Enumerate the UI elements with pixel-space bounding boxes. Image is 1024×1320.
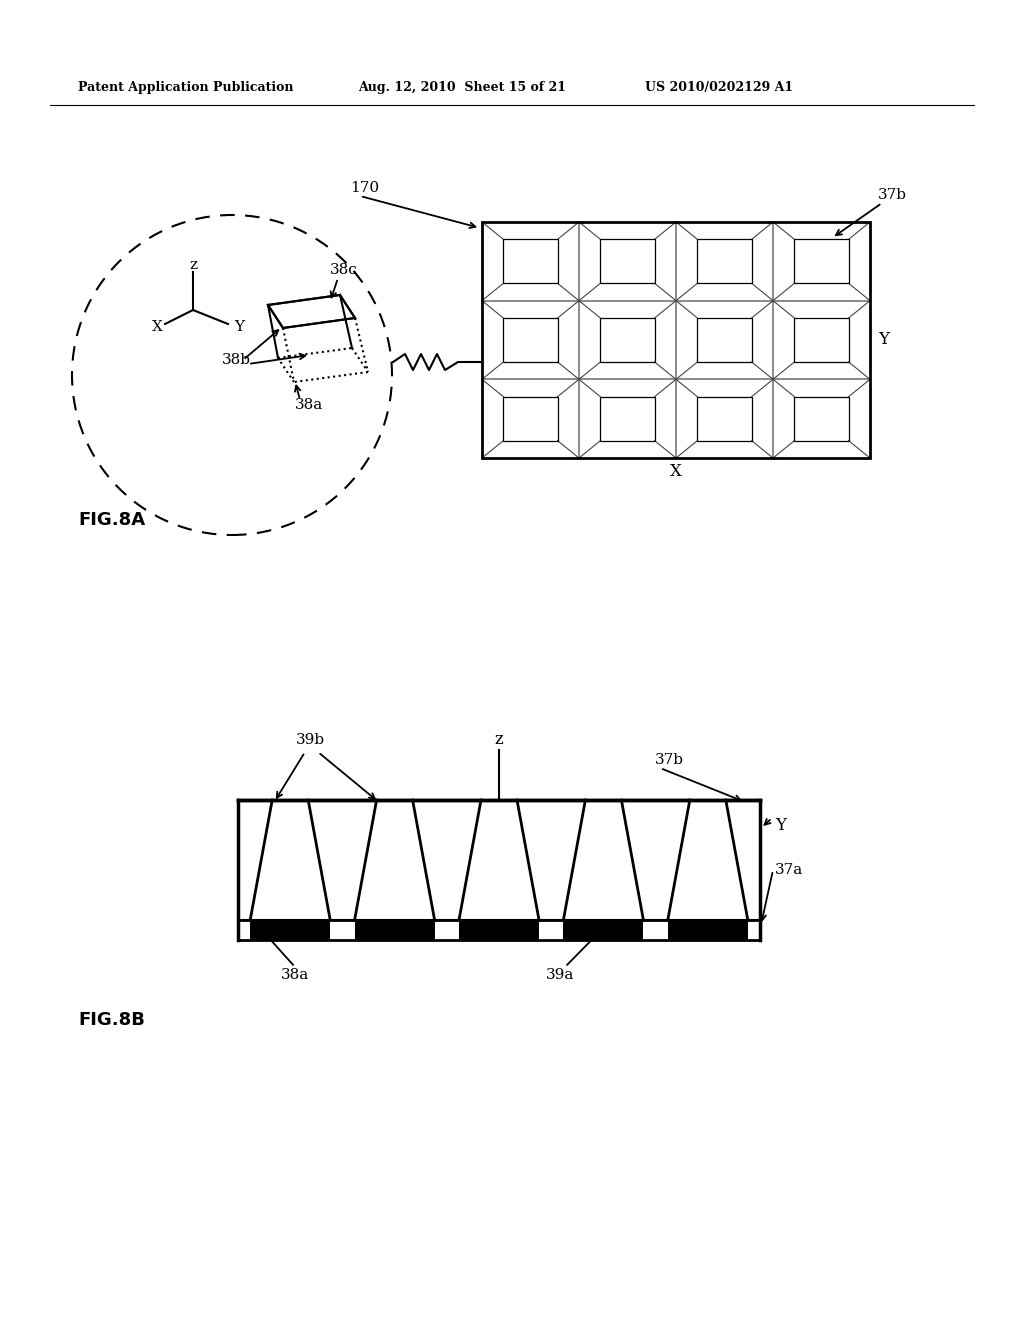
Text: 37b: 37b bbox=[878, 187, 907, 202]
Bar bbox=[250, 920, 330, 940]
Text: X: X bbox=[670, 463, 682, 480]
Bar bbox=[668, 920, 748, 940]
Text: Y: Y bbox=[878, 331, 889, 348]
Text: FIG.8B: FIG.8B bbox=[78, 1011, 144, 1030]
Text: Y: Y bbox=[234, 319, 244, 334]
Text: Aug. 12, 2010  Sheet 15 of 21: Aug. 12, 2010 Sheet 15 of 21 bbox=[358, 82, 566, 95]
Bar bbox=[697, 396, 752, 441]
Text: Patent Application Publication: Patent Application Publication bbox=[78, 82, 294, 95]
Bar bbox=[504, 318, 558, 362]
Bar bbox=[600, 318, 654, 362]
Bar bbox=[600, 239, 654, 284]
Bar bbox=[504, 239, 558, 284]
Text: US 2010/0202129 A1: US 2010/0202129 A1 bbox=[645, 82, 794, 95]
Bar bbox=[354, 920, 434, 940]
Text: 38a: 38a bbox=[295, 399, 324, 412]
Bar bbox=[697, 239, 752, 284]
Bar bbox=[795, 239, 849, 284]
Bar bbox=[459, 920, 539, 940]
Bar bbox=[600, 396, 654, 441]
Text: FIG.8A: FIG.8A bbox=[78, 511, 145, 529]
Text: z: z bbox=[495, 731, 504, 748]
Text: z: z bbox=[189, 257, 197, 272]
Text: 39b: 39b bbox=[296, 733, 325, 747]
Text: 38a: 38a bbox=[281, 968, 309, 982]
Text: 39a: 39a bbox=[546, 968, 574, 982]
Bar bbox=[504, 396, 558, 441]
Text: Y: Y bbox=[775, 817, 786, 833]
Text: 37b: 37b bbox=[655, 752, 684, 767]
Text: X: X bbox=[152, 319, 163, 334]
Bar bbox=[697, 318, 752, 362]
Text: 37a: 37a bbox=[775, 863, 803, 876]
Bar bbox=[563, 920, 643, 940]
Bar bbox=[482, 222, 870, 458]
Text: 38b: 38b bbox=[222, 352, 251, 367]
Text: 170: 170 bbox=[350, 181, 379, 195]
Text: 38c: 38c bbox=[330, 263, 357, 277]
Bar bbox=[795, 318, 849, 362]
Bar bbox=[795, 396, 849, 441]
